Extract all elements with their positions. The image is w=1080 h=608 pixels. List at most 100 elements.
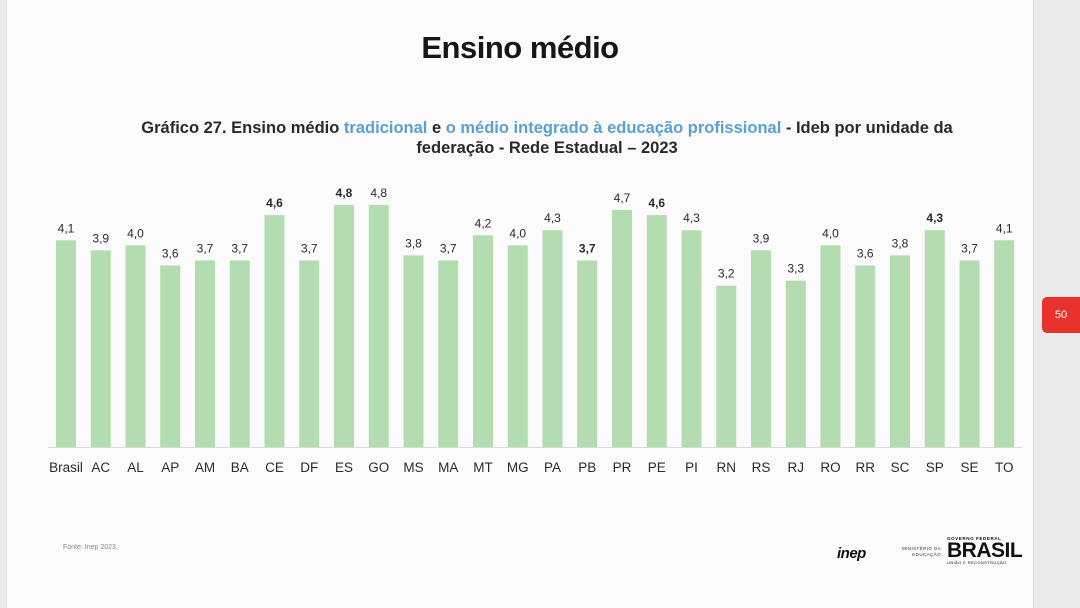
bar-pi bbox=[681, 230, 702, 447]
value-label-pi: 4,3 bbox=[683, 211, 700, 225]
bar-ac bbox=[90, 250, 111, 447]
bar-rs bbox=[751, 250, 771, 447]
category-label-pi: PI bbox=[685, 460, 698, 475]
category-label-ro: RO bbox=[820, 460, 840, 475]
bar-sp bbox=[924, 230, 945, 447]
mec-logo: MINISTÉRIO DA EDUCAÇÃO bbox=[902, 546, 941, 557]
category-label-rs: RS bbox=[752, 460, 771, 475]
gov-logo-bottom: UNIÃO E RECONSTRUÇÃO bbox=[947, 560, 1007, 565]
bar-rj bbox=[785, 280, 806, 447]
value-label-es: 4,8 bbox=[336, 186, 353, 200]
category-label-rr: RR bbox=[856, 460, 876, 475]
page-number-tab[interactable]: 50 bbox=[1042, 297, 1080, 333]
category-label-rj: RJ bbox=[788, 460, 805, 475]
value-label-al: 4,0 bbox=[127, 226, 144, 240]
value-label-am: 3,7 bbox=[197, 241, 214, 255]
source-note: Fonte: Inep 2023. bbox=[63, 544, 118, 551]
bar-go bbox=[368, 205, 389, 447]
category-label-df: DF bbox=[300, 460, 318, 475]
value-label-df: 3,7 bbox=[301, 241, 318, 255]
bar-ce bbox=[264, 215, 285, 447]
category-label-ms: MS bbox=[403, 460, 423, 475]
value-label-go: 4,8 bbox=[370, 186, 387, 200]
bar-es bbox=[334, 205, 354, 447]
chart-title-integrated: o médio integrado à educação profissiona… bbox=[445, 119, 782, 137]
bar-ba bbox=[229, 260, 250, 447]
value-label-rr: 3,6 bbox=[857, 247, 874, 261]
category-label-mg: MG bbox=[507, 460, 529, 475]
value-label-sc: 3,8 bbox=[892, 236, 909, 250]
chart-title-part1: Gráfico 27. Ensino médio bbox=[141, 119, 344, 137]
bar-df bbox=[299, 260, 320, 447]
category-label-mt: MT bbox=[473, 460, 493, 475]
value-label-ro: 4,0 bbox=[822, 226, 839, 240]
value-label-rn: 3,2 bbox=[718, 267, 735, 281]
category-label-sp: SP bbox=[926, 460, 944, 475]
category-label-ce: CE bbox=[265, 460, 284, 475]
value-label-ms: 3,8 bbox=[405, 236, 422, 250]
value-label-pe: 4,6 bbox=[648, 196, 665, 210]
value-label-ma: 3,7 bbox=[440, 241, 457, 255]
chart-title: Gráfico 27. Ensino médio tradicional e o… bbox=[137, 118, 957, 158]
value-label-mg: 4,0 bbox=[509, 226, 526, 240]
category-label-pr: PR bbox=[613, 460, 632, 475]
value-label-ac: 3,9 bbox=[92, 231, 109, 245]
bar-al bbox=[125, 245, 146, 447]
slide-heading: Ensino médio bbox=[421, 30, 619, 65]
category-label-ap: AP bbox=[161, 460, 179, 475]
bar-se bbox=[959, 260, 980, 447]
bar-ap bbox=[160, 265, 181, 447]
category-label-go: GO bbox=[368, 460, 389, 475]
category-label-rn: RN bbox=[717, 460, 737, 475]
category-label-es: ES bbox=[335, 460, 353, 475]
category-label-pa: PA bbox=[544, 460, 561, 475]
bar-rr bbox=[855, 265, 876, 447]
bar-brasil bbox=[56, 240, 76, 447]
category-label-ac: AC bbox=[91, 460, 110, 475]
category-label-pe: PE bbox=[648, 460, 666, 475]
value-label-ce: 4,6 bbox=[266, 196, 283, 210]
value-label-brasil: 4,1 bbox=[58, 221, 75, 235]
bar-rn bbox=[716, 285, 737, 447]
chart-title-part3: e bbox=[427, 119, 446, 137]
category-label-brasil: Brasil bbox=[49, 460, 83, 475]
value-label-mt: 4,2 bbox=[475, 216, 492, 230]
bar-pb bbox=[577, 260, 598, 447]
value-label-pr: 4,7 bbox=[614, 191, 631, 205]
chart-title-part5: - Ideb por unidade da federação - Rede E… bbox=[416, 119, 953, 157]
bar-pa bbox=[542, 230, 563, 447]
bar-ma bbox=[438, 260, 459, 447]
bar-pe bbox=[646, 215, 667, 447]
bar-ro bbox=[820, 245, 841, 447]
category-label-to: TO bbox=[995, 460, 1014, 475]
category-label-ma: MA bbox=[438, 460, 458, 475]
chart-title-traditional: tradicional bbox=[343, 119, 428, 137]
value-label-ap: 3,6 bbox=[162, 247, 179, 261]
value-label-pa: 4,3 bbox=[544, 211, 561, 225]
bar-mg bbox=[507, 245, 528, 447]
bar-mt bbox=[473, 235, 493, 447]
inep-logo: inep bbox=[837, 545, 866, 562]
value-label-rs: 3,9 bbox=[753, 231, 770, 245]
value-label-sp: 4,3 bbox=[926, 211, 943, 225]
category-label-ba: BA bbox=[231, 460, 249, 475]
bar-pr bbox=[612, 210, 632, 447]
category-label-am: AM bbox=[195, 460, 215, 475]
bar-am bbox=[195, 260, 215, 447]
value-label-pb: 3,7 bbox=[579, 241, 596, 255]
gov-logo-top: GOVERNO FEDERAL bbox=[947, 536, 1002, 541]
value-label-to: 4,1 bbox=[996, 221, 1013, 235]
bar-to bbox=[994, 240, 1015, 447]
category-label-pb: PB bbox=[578, 460, 596, 475]
gov-logo-main: BRASIL bbox=[947, 539, 1023, 562]
value-label-ba: 3,7 bbox=[231, 241, 248, 255]
bar-sc bbox=[890, 255, 910, 447]
value-label-se: 3,7 bbox=[961, 241, 978, 255]
category-label-sc: SC bbox=[891, 460, 910, 475]
category-label-al: AL bbox=[127, 460, 144, 475]
bar-ms bbox=[403, 255, 424, 447]
value-label-rj: 3,3 bbox=[787, 262, 804, 276]
gov-brasil-logo: GOVERNO FEDERAL BRASIL UNIÃO E RECONSTRU… bbox=[947, 536, 1023, 565]
category-label-se: SE bbox=[960, 460, 978, 475]
